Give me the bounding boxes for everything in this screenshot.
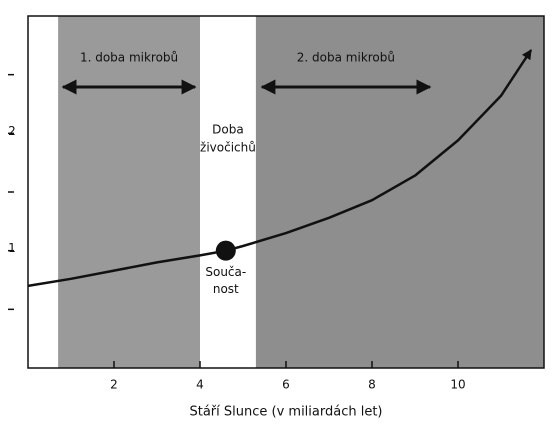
x-tick-label: 2 <box>110 378 118 392</box>
x-tick-label: 4 <box>196 378 204 392</box>
region <box>58 16 200 368</box>
region-label: 1. doba mikrobů <box>80 51 178 65</box>
y-tick-label: 1 <box>8 241 16 255</box>
region-label: Doba <box>212 123 244 137</box>
x-tick-label: 10 <box>450 378 465 392</box>
x-tick-label: 8 <box>368 378 376 392</box>
y-tick-label: 2 <box>8 124 16 138</box>
region <box>200 16 256 368</box>
region-label: 2. doba mikrobů <box>297 51 395 65</box>
x-tick-label: 6 <box>282 378 290 392</box>
line <box>27 49 533 288</box>
x-axis-label: Stáří Slunce (v miliardách let) <box>189 405 382 420</box>
region-label: živočichů <box>200 141 256 155</box>
present-point <box>215 240 236 261</box>
region <box>255 16 544 368</box>
point-label: Souča- <box>205 265 246 279</box>
point-label: nost <box>213 282 239 296</box>
